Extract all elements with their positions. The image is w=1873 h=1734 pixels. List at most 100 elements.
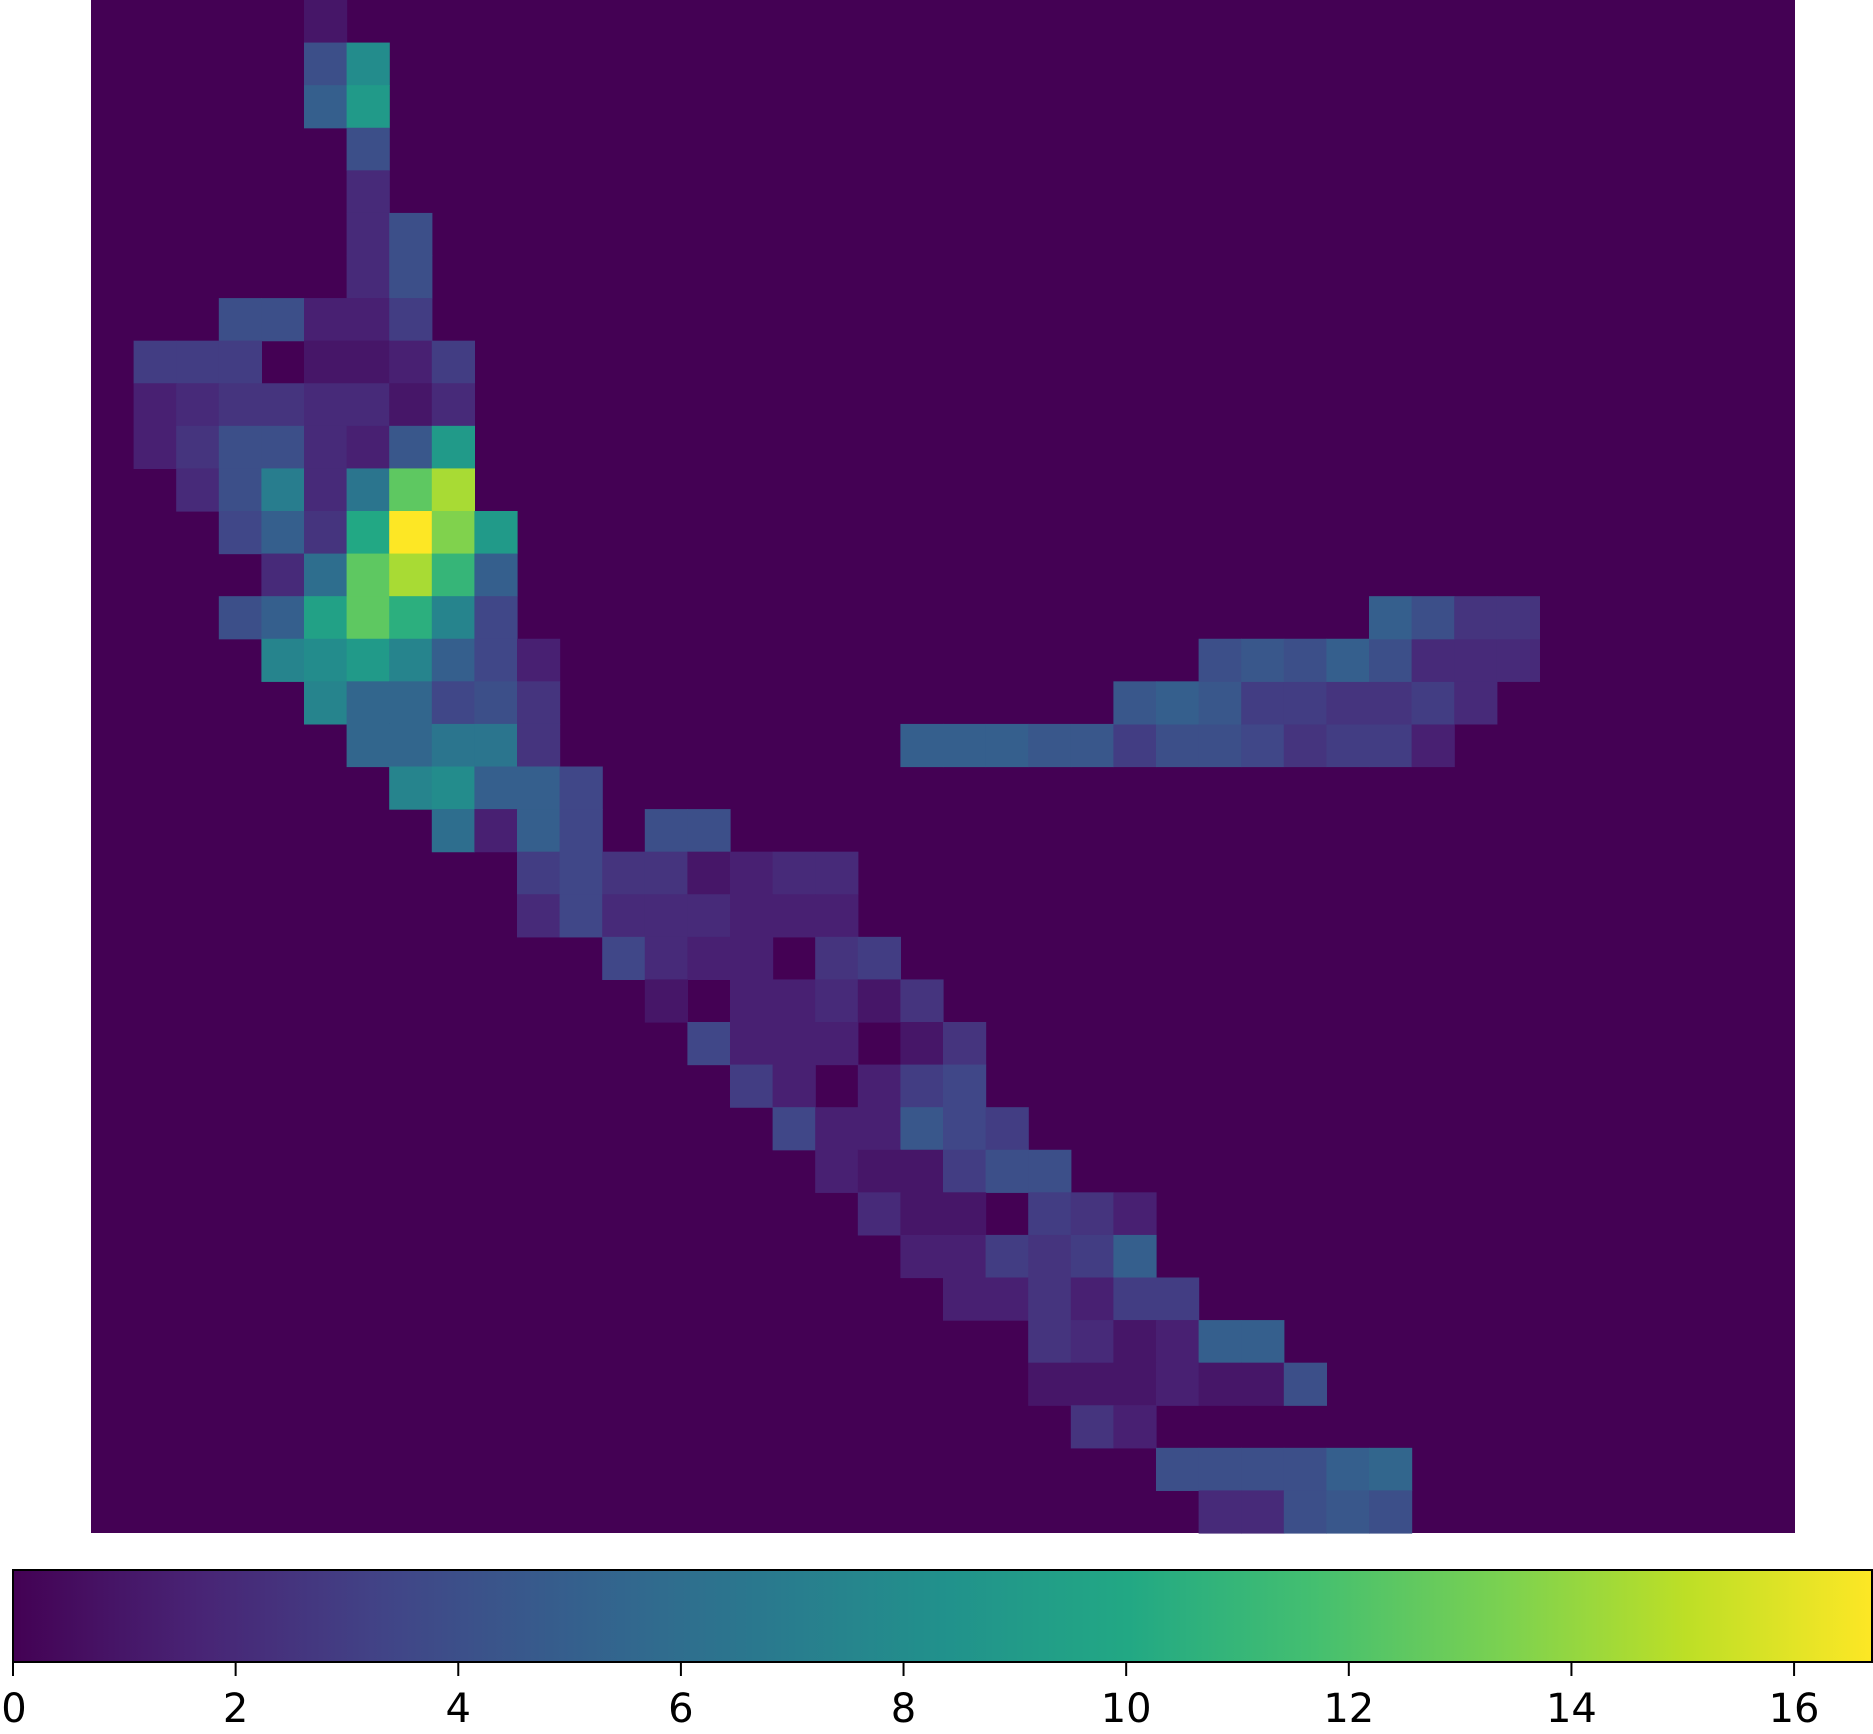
heatmap-cell bbox=[474, 511, 518, 555]
heatmap-cell bbox=[943, 1149, 987, 1193]
heatmap-cell bbox=[346, 85, 390, 129]
heatmap-cell bbox=[1028, 1192, 1072, 1236]
heatmap-cell bbox=[1283, 638, 1327, 682]
heatmap-cell bbox=[1326, 638, 1370, 682]
heatmap-cell bbox=[304, 0, 348, 44]
heatmap-cell bbox=[431, 468, 475, 512]
heatmap-cell bbox=[261, 553, 305, 597]
heatmap-cell bbox=[1028, 1149, 1072, 1193]
heatmap-cell bbox=[431, 766, 475, 810]
heatmap-cell bbox=[602, 894, 646, 938]
heatmap-cell bbox=[133, 383, 177, 427]
heatmap-cell bbox=[815, 1022, 859, 1066]
heatmap-cell bbox=[1369, 638, 1413, 682]
heatmap-cell bbox=[346, 425, 390, 470]
heatmap-cell bbox=[1070, 1405, 1114, 1449]
heatmap-cell bbox=[1369, 1490, 1413, 1534]
heatmap-cell bbox=[1028, 723, 1072, 768]
heatmap-cell bbox=[1198, 638, 1242, 682]
heatmap-cell bbox=[1113, 1234, 1157, 1279]
heatmap-cell bbox=[176, 383, 220, 427]
heatmap-cell bbox=[943, 1192, 987, 1236]
heatmap-cell bbox=[772, 1064, 816, 1108]
heatmap-cell bbox=[644, 851, 688, 895]
heatmap-cell bbox=[517, 638, 561, 682]
heatmap-cell bbox=[1070, 1192, 1114, 1236]
heatmap-cell bbox=[943, 1022, 987, 1066]
heatmap-cell bbox=[304, 681, 348, 725]
heatmap-cell bbox=[559, 894, 603, 938]
heatmap-cell bbox=[389, 766, 433, 810]
heatmap-cell bbox=[1113, 1405, 1157, 1449]
heatmap-cell bbox=[687, 936, 731, 981]
heatmap-cell bbox=[389, 425, 433, 470]
heatmap-cell bbox=[1113, 1192, 1157, 1236]
heatmap-cell bbox=[1241, 723, 1285, 768]
heatmap-cell bbox=[431, 340, 475, 384]
heatmap-cell bbox=[133, 425, 177, 470]
heatmap-cell bbox=[389, 553, 433, 597]
heatmap-cell bbox=[1070, 1362, 1114, 1406]
colorbar-tick-label: 4 bbox=[446, 1686, 471, 1732]
heatmap-cell bbox=[389, 340, 433, 384]
heatmap-cell bbox=[1369, 723, 1413, 768]
heatmap-cell bbox=[730, 1022, 774, 1066]
heatmap-cell bbox=[389, 638, 433, 682]
heatmap-cell bbox=[1326, 1447, 1370, 1492]
heatmap-cell bbox=[730, 894, 774, 938]
heatmap-cell bbox=[1156, 723, 1200, 768]
heatmap-cell bbox=[687, 1022, 731, 1066]
heatmap-cell bbox=[261, 298, 305, 342]
heatmap-cell bbox=[1198, 1320, 1242, 1364]
heatmap-cell bbox=[304, 638, 348, 682]
heatmap-cell bbox=[559, 766, 603, 810]
heatmap-cell bbox=[1028, 1362, 1072, 1406]
heatmap-cell bbox=[517, 723, 561, 768]
heatmap-cell bbox=[900, 979, 944, 1023]
heatmap-cell bbox=[474, 638, 518, 682]
heatmap-cell bbox=[346, 681, 390, 725]
colorbar-tick-label: 10 bbox=[1101, 1686, 1152, 1732]
heatmap-cell bbox=[943, 1107, 987, 1151]
heatmap-cell bbox=[517, 681, 561, 725]
heatmap-cell bbox=[1496, 638, 1540, 682]
heatmap-cell bbox=[1411, 681, 1455, 725]
heatmap-cell bbox=[389, 468, 433, 512]
heatmap-cell bbox=[559, 809, 603, 853]
heatmap-cell bbox=[517, 809, 561, 853]
heatmap-cell bbox=[730, 936, 774, 981]
heatmap-cell bbox=[772, 1022, 816, 1066]
heatmap-cell bbox=[218, 340, 262, 384]
heatmap-cell bbox=[304, 42, 348, 86]
heatmap-plot-area bbox=[91, 0, 1795, 1534]
heatmap-cell bbox=[1070, 723, 1114, 768]
heatmap-cell bbox=[389, 255, 433, 299]
heatmap-cell bbox=[985, 723, 1029, 768]
heatmap-cell bbox=[176, 425, 220, 470]
heatmap-cell bbox=[431, 383, 475, 427]
heatmap-cell bbox=[176, 468, 220, 512]
heatmap-cell bbox=[346, 638, 390, 682]
heatmap-cell bbox=[431, 596, 475, 640]
heatmap-cell bbox=[1070, 1320, 1114, 1364]
heatmap-cell bbox=[1241, 1362, 1285, 1406]
heatmap-cell bbox=[346, 383, 390, 427]
heatmap-cell bbox=[218, 298, 262, 342]
heatmap-cell bbox=[559, 851, 603, 895]
heatmap-cell bbox=[304, 340, 348, 384]
heatmap-cell bbox=[1454, 638, 1498, 682]
heatmap-cell bbox=[644, 936, 688, 981]
colorbar-tick-label: 0 bbox=[1, 1686, 26, 1732]
heatmap-cell bbox=[474, 553, 518, 597]
heatmap-cell bbox=[857, 1107, 901, 1151]
heatmap-cell bbox=[304, 596, 348, 640]
colorbar-tick-label: 16 bbox=[1769, 1686, 1820, 1732]
heatmap-cell bbox=[346, 42, 390, 86]
heatmap-cell bbox=[1241, 681, 1285, 725]
heatmap-cell bbox=[304, 383, 348, 427]
heatmap-cell bbox=[1028, 1320, 1072, 1364]
heatmap-cell bbox=[474, 766, 518, 810]
heatmap-cell bbox=[1113, 723, 1157, 768]
heatmap-cell bbox=[431, 553, 475, 597]
heatmap-cell bbox=[517, 766, 561, 810]
